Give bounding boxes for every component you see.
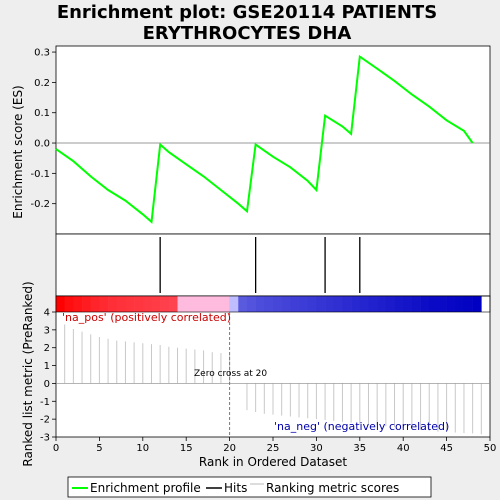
- band-segment: [90, 296, 100, 312]
- legend-hits-label: Hits: [224, 481, 247, 495]
- band-segment: [394, 296, 404, 312]
- band-segment: [125, 296, 135, 312]
- x-tick-label: 25: [267, 443, 280, 454]
- x-tick-label: 40: [397, 443, 410, 454]
- band-segment: [273, 296, 282, 312]
- ranking-y-axis: -3 -2 -1 0 1 2 3 4: [40, 308, 56, 444]
- band-segment: [403, 296, 413, 312]
- rank-y-tick-label: -1: [40, 397, 50, 408]
- band-segment: [377, 296, 387, 312]
- band-segment: [420, 296, 430, 312]
- es-y-tick-label: 0.0: [34, 139, 50, 150]
- x-tick-label: 30: [310, 443, 323, 454]
- band-segment: [82, 296, 92, 312]
- band-segment: [316, 296, 326, 312]
- band-segment: [99, 296, 109, 312]
- band-segment: [238, 296, 248, 312]
- es-y-axis-label: Enrichment score (ES): [11, 85, 25, 218]
- band-segment: [229, 296, 239, 312]
- band-segment: [290, 296, 300, 312]
- band-segment: [333, 296, 343, 312]
- band-segment: [134, 296, 144, 312]
- band-segment: [281, 296, 291, 312]
- enrichment-profile-series: [55, 54, 474, 224]
- band-segment: [177, 296, 230, 312]
- negative-correlation-label: 'na_neg' (negatively correlated): [274, 420, 449, 433]
- x-tick-label: 20: [223, 443, 236, 454]
- es-y-axis: -0.2 -0.1 0.0 0.1 0.2 0.3: [30, 48, 490, 210]
- legend-box: [67, 476, 432, 498]
- x-axis-label: Rank in Ordered Dataset: [199, 455, 347, 469]
- band-segment: [151, 296, 161, 312]
- band-segment: [264, 296, 274, 312]
- legend-ranking-label: Ranking metric scores: [266, 481, 399, 495]
- band-segment: [64, 296, 74, 312]
- x-tick-label: 5: [96, 443, 102, 454]
- band-segment: [325, 296, 335, 312]
- es-y-tick-label: 0.3: [34, 48, 50, 59]
- chart-title-line-1: Enrichment plot: GSE20114 PATIENTS: [57, 2, 437, 23]
- rank-y-tick-label: 2: [44, 343, 50, 354]
- band-segment: [463, 296, 473, 312]
- x-tick-label: 0: [53, 443, 59, 454]
- band-segment: [446, 296, 456, 312]
- rank-y-tick-label: 3: [44, 325, 50, 336]
- band-segment: [56, 296, 65, 312]
- rank-y-tick-label: 0: [44, 379, 50, 390]
- rank-y-tick-label: 1: [44, 361, 50, 372]
- x-tick-label: 35: [353, 443, 366, 454]
- ranking-metric-bars: [56, 312, 490, 437]
- chart-title-line-2: ERYTHROCYTES DHA: [143, 23, 352, 44]
- positive-correlation-label: 'na_pos' (positively correlated): [62, 311, 231, 324]
- band-segment: [108, 296, 118, 312]
- band-segment: [142, 296, 152, 312]
- es-y-tick-label: 0.1: [34, 108, 50, 119]
- band-segment: [437, 296, 447, 312]
- enrichment-profile-line: [55, 54, 474, 224]
- x-tick-label: 50: [484, 443, 497, 454]
- band-segment: [385, 296, 395, 312]
- band-frame: [55, 295, 491, 313]
- band-segment: [351, 296, 361, 312]
- band-segment: [342, 296, 352, 312]
- band-segment: [455, 296, 465, 312]
- band-segment: [411, 296, 421, 312]
- band-segment: [73, 296, 83, 312]
- x-axis: 0 5 10 15 20 25 30 35 40 45 50: [53, 437, 497, 454]
- band-segment: [307, 296, 317, 312]
- es-y-tick-label: 0.2: [34, 78, 50, 89]
- band-segment: [160, 296, 170, 312]
- band-segment: [429, 296, 439, 312]
- rank-y-tick-label: 4: [44, 308, 50, 319]
- rank-y-tick-label: -2: [40, 415, 50, 426]
- x-tick-label: 45: [440, 443, 453, 454]
- band-segment: [246, 296, 256, 312]
- es-y-tick-label: -0.1: [30, 169, 50, 180]
- band-segment: [368, 296, 378, 312]
- x-tick-label: 10: [136, 443, 149, 454]
- x-tick-label: 15: [180, 443, 193, 454]
- band-segment: [472, 296, 482, 312]
- ranking-y-axis-label: Ranked list metric (PreRanked): [21, 281, 35, 466]
- correlation-color-band: [55, 295, 491, 313]
- band-segment: [255, 296, 265, 312]
- hit-marks: [159, 237, 361, 293]
- rank-y-tick-label: -3: [40, 433, 50, 444]
- hits-panel: [55, 233, 491, 297]
- band-segment: [359, 296, 369, 312]
- es-panel: [55, 45, 491, 235]
- es-y-tick-label: -0.2: [30, 199, 50, 210]
- legend-enrichment-label: Enrichment profile: [90, 481, 201, 495]
- zero-cross-label: Zero cross at 20: [194, 369, 267, 379]
- band-segment: [299, 296, 309, 312]
- band-segment: [168, 296, 178, 312]
- band-segment: [116, 296, 126, 312]
